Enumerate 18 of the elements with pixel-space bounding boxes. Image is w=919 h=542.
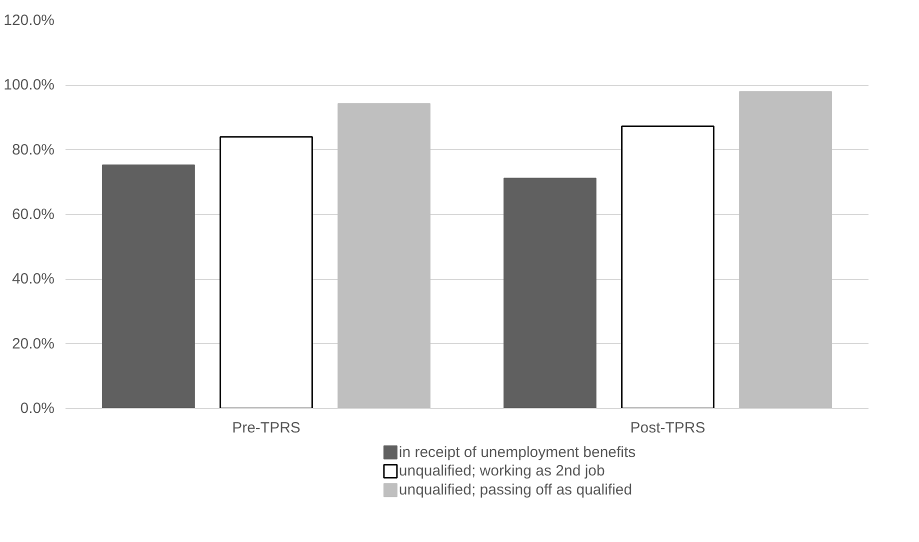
bar: [504, 178, 596, 408]
x-tick-label: Pre-TPRS: [232, 420, 300, 436]
legend-label: unqualified; working as 2nd job: [398, 462, 605, 480]
y-tick-label: 120.0%: [4, 12, 54, 29]
bar: [220, 136, 313, 408]
legend-label: unqualified; passing off as qualified: [398, 482, 632, 499]
legend-label: in receipt of unemployment benefits: [398, 444, 636, 461]
x-tick-label: Post-TPRS: [630, 420, 706, 436]
bar: [338, 103, 430, 408]
y-tick-label: 0.0%: [20, 400, 55, 417]
y-tick-label: 80.0%: [12, 141, 55, 158]
y-tick-label: 20.0%: [12, 335, 55, 352]
y-tick-label: 40.0%: [12, 270, 55, 288]
y-tick-label: 100.0%: [4, 76, 54, 94]
bar: [621, 125, 714, 408]
bar: [739, 91, 832, 408]
y-tick-label: 60.0%: [12, 206, 55, 223]
bar: [102, 164, 195, 408]
